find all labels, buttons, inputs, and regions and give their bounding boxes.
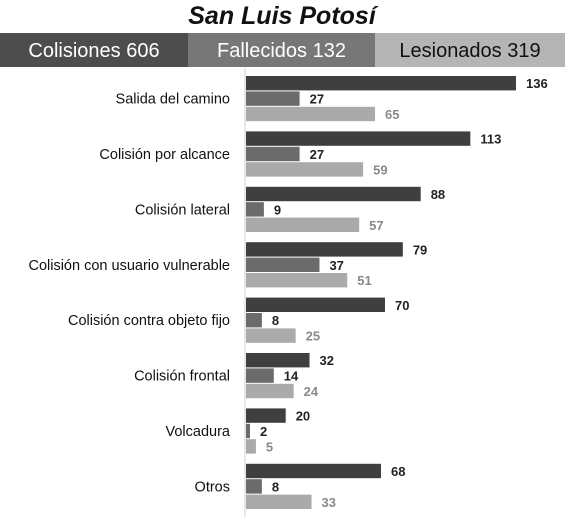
summary-band-colisiones (0, 33, 188, 67)
bar (246, 383, 294, 399)
bar (246, 106, 376, 122)
bar (246, 313, 262, 328)
bar (246, 479, 262, 494)
data-label: 8 (272, 313, 279, 328)
data-label: 79 (413, 242, 427, 257)
data-label: 70 (395, 298, 409, 313)
bar (246, 76, 516, 91)
chart-title: San Luis Potosí (188, 2, 379, 30)
summary-value: 319 (507, 40, 540, 62)
bar (246, 162, 364, 177)
summary-text-colisiones: Colisiones 606 (28, 40, 159, 62)
category-label: Colisión con usuario vulnerable (28, 258, 230, 274)
bar (246, 146, 300, 162)
data-label: 5 (266, 439, 273, 454)
data-label: 68 (391, 464, 405, 479)
category-label: Salida del camino (116, 92, 230, 108)
bar (246, 408, 286, 423)
data-label: 113 (480, 132, 501, 147)
category-label: Volcadura (166, 424, 231, 440)
summary-label: Lesionados (399, 40, 501, 62)
bar (246, 202, 264, 217)
bar (246, 423, 250, 439)
summary-band-lesionados (375, 33, 565, 67)
bar (246, 217, 360, 232)
data-label: 65 (385, 107, 399, 122)
data-label: 24 (304, 384, 319, 399)
summary-bands: Colisiones 606 Fallecidos 132 Lesionados 3… (0, 33, 565, 67)
bar (246, 494, 312, 509)
bar (246, 186, 421, 202)
bar (246, 131, 471, 146)
category-label: Colisión frontal (134, 369, 230, 385)
data-label: 27 (310, 147, 324, 162)
category-label: Colisión contra objeto fijo (68, 313, 230, 329)
summary-value: 606 (126, 40, 159, 62)
bar (246, 257, 320, 272)
data-label: 20 (296, 409, 310, 424)
data-label: 9 (274, 202, 281, 217)
summary-text-fallecidos: Fallecidos 132 (217, 40, 346, 62)
category-label: Colisión lateral (135, 202, 230, 218)
summary-value: 132 (313, 40, 346, 62)
data-label: 33 (322, 495, 336, 510)
bar (246, 242, 403, 257)
bar (246, 328, 296, 343)
category-label: Otros (195, 479, 230, 495)
data-label: 57 (369, 218, 383, 233)
summary-band-fallecidos (188, 33, 375, 67)
bar (246, 297, 385, 312)
plot-area: Salida del camino 136 27 65 Colisión por alc… (28, 76, 548, 510)
data-label: 37 (329, 258, 343, 273)
data-label: 32 (320, 353, 334, 368)
data-label: 59 (373, 162, 387, 177)
data-label: 8 (272, 479, 279, 494)
summary-label: Fallecidos (217, 40, 307, 62)
data-label: 27 (310, 92, 324, 107)
bar (246, 463, 381, 479)
bar (246, 273, 348, 288)
bar (246, 353, 310, 368)
data-label: 51 (357, 273, 371, 288)
data-label: 14 (284, 369, 299, 384)
summary-label: Colisiones (28, 40, 120, 62)
bar (246, 368, 274, 383)
bar (246, 439, 256, 454)
data-label: 88 (431, 187, 445, 202)
data-label: 25 (306, 329, 320, 344)
category-label: Colisión por alcance (99, 147, 230, 163)
summary-text-lesionados: Lesionados 319 (399, 40, 540, 62)
data-label: 136 (526, 76, 548, 91)
bar (246, 91, 300, 106)
data-label: 2 (260, 424, 267, 439)
